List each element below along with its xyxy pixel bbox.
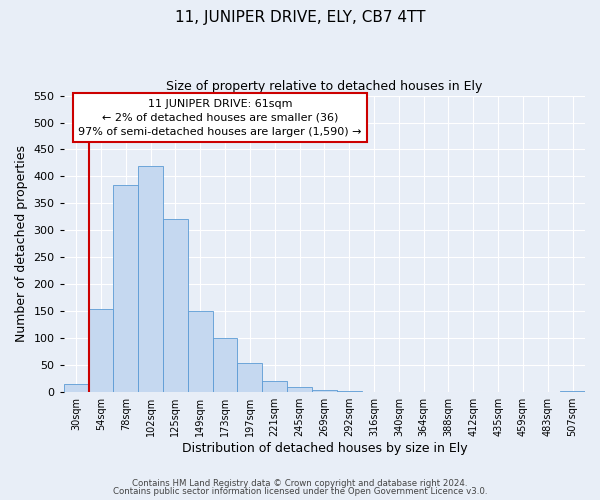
Bar xyxy=(89,308,113,392)
Bar xyxy=(138,166,163,392)
Bar xyxy=(287,387,312,392)
Bar xyxy=(113,184,138,392)
X-axis label: Distribution of detached houses by size in Ely: Distribution of detached houses by size … xyxy=(182,442,467,455)
Bar xyxy=(163,218,188,392)
Text: 11 JUNIPER DRIVE: 61sqm
← 2% of detached houses are smaller (36)
97% of semi-det: 11 JUNIPER DRIVE: 61sqm ← 2% of detached… xyxy=(79,98,362,136)
Bar xyxy=(64,384,89,392)
Bar xyxy=(337,391,362,392)
Bar xyxy=(560,391,585,392)
Text: 11, JUNIPER DRIVE, ELY, CB7 4TT: 11, JUNIPER DRIVE, ELY, CB7 4TT xyxy=(175,10,425,25)
Bar xyxy=(262,382,287,392)
Bar xyxy=(188,312,212,392)
Y-axis label: Number of detached properties: Number of detached properties xyxy=(15,146,28,342)
Title: Size of property relative to detached houses in Ely: Size of property relative to detached ho… xyxy=(166,80,482,93)
Bar xyxy=(212,338,238,392)
Bar xyxy=(312,390,337,392)
Text: Contains public sector information licensed under the Open Government Licence v3: Contains public sector information licen… xyxy=(113,487,487,496)
Bar xyxy=(238,362,262,392)
Text: Contains HM Land Registry data © Crown copyright and database right 2024.: Contains HM Land Registry data © Crown c… xyxy=(132,478,468,488)
